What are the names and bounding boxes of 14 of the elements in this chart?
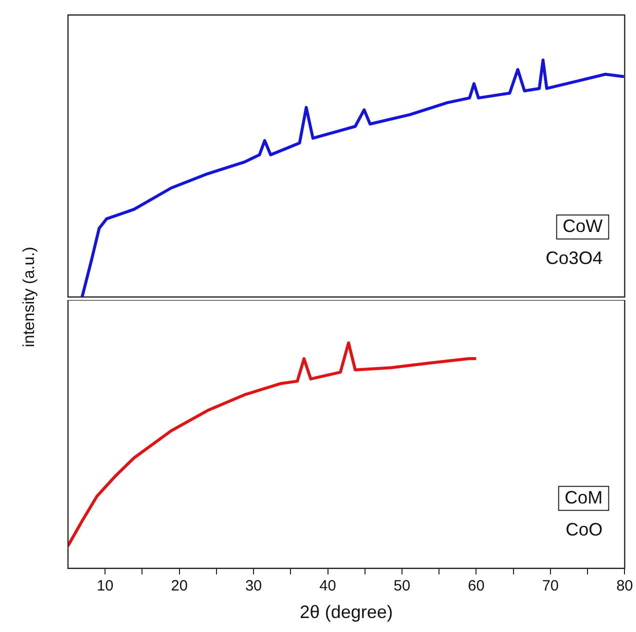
x-tick-label: 80 — [616, 578, 633, 595]
annotation: Co3O4 — [546, 248, 603, 268]
y-axis-title: intensity (a.u.) — [21, 246, 39, 348]
x-tick-label: 40 — [319, 578, 336, 595]
x-tick-label: 10 — [96, 578, 114, 595]
x-axis-title: 2θ (degree) — [300, 602, 393, 622]
x-tick-label: 50 — [394, 578, 410, 595]
x-tick-label: 70 — [542, 578, 559, 595]
x-tick-label: 30 — [245, 578, 262, 595]
annotation: CoO — [566, 519, 603, 540]
annotation: CoM — [564, 487, 603, 508]
annotation: CoW — [562, 216, 603, 236]
x-tick-label: 60 — [468, 578, 485, 595]
x-tick-label: 20 — [170, 578, 188, 595]
